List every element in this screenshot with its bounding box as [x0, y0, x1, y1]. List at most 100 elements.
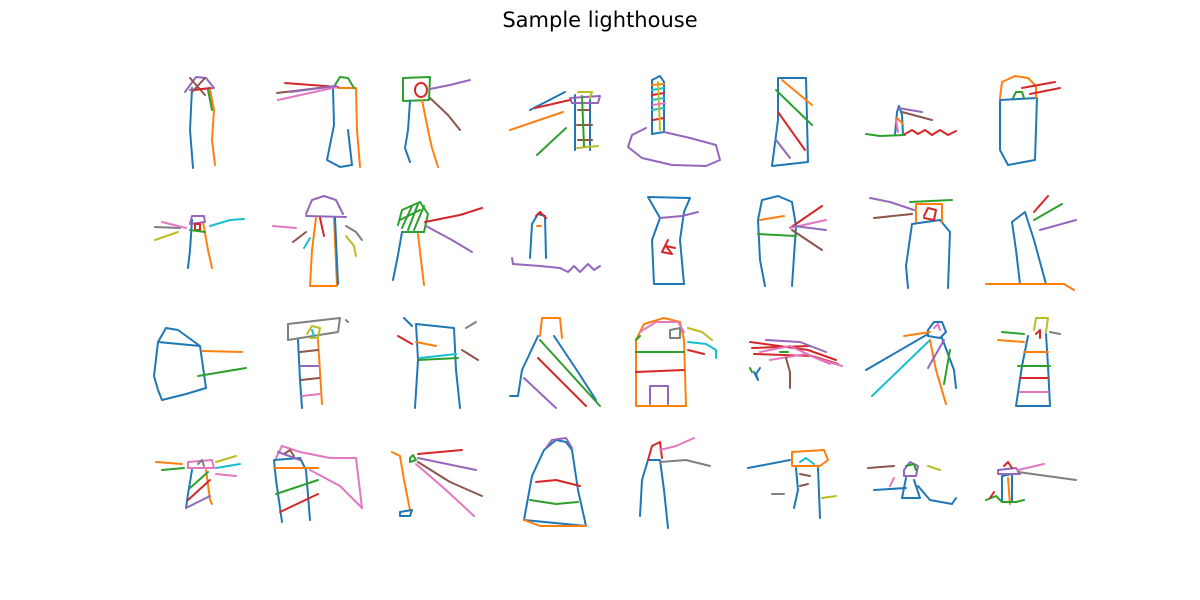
sketch-stroke [194, 87, 211, 91]
sketch-cell [153, 327, 247, 401]
sketch-stroke [194, 223, 201, 231]
sketch-stroke [895, 119, 899, 133]
sketch-stroke [997, 467, 1021, 475]
sketch-stroke [292, 231, 307, 243]
sketch-stroke [929, 339, 947, 405]
sketch-stroke [749, 367, 753, 373]
sketch-stroke [1049, 331, 1061, 335]
sketch-stroke [753, 367, 761, 381]
sketch-stroke [157, 341, 201, 347]
sketch-stroke [869, 197, 915, 211]
sketch-stroke [759, 345, 843, 367]
sketch-stroke [905, 463, 917, 471]
sketch-stroke [187, 219, 193, 269]
sketch-stroke [639, 321, 685, 333]
sketch-stroke [345, 319, 349, 323]
sketch-cell [747, 449, 837, 519]
sketch-stroke [209, 218, 245, 227]
sketch-stroke [659, 211, 699, 219]
sketch-cell [627, 75, 721, 167]
sketch-stroke [529, 213, 547, 259]
sketch-cell [391, 449, 483, 517]
sketch-stroke [417, 461, 483, 497]
sketch-stroke [659, 437, 695, 451]
sketch-stroke [639, 459, 669, 529]
sketch-stroke [417, 457, 477, 471]
sketch-stroke [197, 367, 247, 377]
sketch-stroke [799, 473, 811, 487]
sketch-cell [865, 105, 957, 137]
sketch-stroke [201, 350, 243, 353]
sketch-stroke [209, 89, 216, 166]
sketch-stroke [759, 215, 785, 221]
sketch-stroke [909, 199, 953, 203]
sketch-cell [523, 437, 587, 527]
sketch-stroke [205, 469, 213, 505]
sketch-stroke [529, 499, 579, 505]
sketch-stroke [1012, 91, 1025, 99]
sketch-stroke [1033, 317, 1049, 333]
sketch-stroke [747, 459, 791, 469]
sketch-stroke [202, 221, 213, 269]
sketch-stroke [303, 237, 311, 249]
sketch-cell [771, 77, 813, 167]
sketch-stroke [287, 317, 341, 341]
sketch-stroke [299, 349, 320, 381]
sketch-stroke [309, 217, 338, 287]
sketch-stroke [889, 477, 895, 487]
sketch-stroke [185, 495, 211, 509]
sketch-stroke [649, 385, 669, 405]
sketch-stroke [659, 459, 711, 467]
sketch-stroke [941, 337, 957, 389]
sketch-stroke [943, 349, 951, 385]
sketch-stroke [397, 335, 413, 345]
sketch-stroke [404, 100, 411, 163]
sketch-cell [184, 76, 216, 169]
sketch-stroke [1021, 81, 1061, 95]
sketch-stroke [509, 335, 539, 397]
sketch-cell [865, 321, 957, 405]
sketch-stroke [1033, 195, 1049, 213]
sketch-stroke [403, 317, 413, 327]
sketch-stroke [635, 317, 687, 407]
sketch-stroke [1015, 333, 1051, 407]
sketch-stroke [417, 449, 463, 455]
sketch-stroke [429, 79, 471, 90]
sketch-cell [985, 195, 1077, 291]
sketch-stroke [789, 205, 823, 229]
sketch-stroke [652, 102, 666, 106]
sketch-stroke [817, 467, 821, 519]
sketch-stroke [297, 339, 303, 409]
sketch-stroke [757, 233, 797, 237]
sketch-stroke [999, 97, 1038, 166]
sketch-stroke [417, 357, 459, 361]
sketch-stroke [511, 257, 601, 273]
sketch-stroke [791, 229, 823, 251]
sketch-stroke [187, 479, 211, 501]
sketch-stroke [997, 339, 1025, 343]
sketch-stroke [791, 449, 829, 467]
sketch-cell [867, 461, 957, 505]
sketch-stroke [669, 327, 681, 339]
sketch-stroke [896, 117, 904, 125]
sketch-stroke [345, 235, 357, 257]
sketch-stroke [781, 79, 813, 106]
sketch-stroke [793, 225, 827, 231]
sketch-stroke [399, 203, 425, 231]
sketch-stroke [417, 233, 425, 286]
sketch-stroke [399, 509, 413, 517]
sketch-stroke [187, 459, 215, 469]
sketch-stroke [1017, 463, 1045, 471]
sketch-stroke [535, 211, 547, 219]
sketch-stroke [509, 111, 564, 131]
sketch-stroke [1039, 219, 1077, 231]
sketch-stroke [687, 341, 717, 359]
sketch-stroke [785, 357, 791, 389]
sketch-stroke [415, 463, 475, 517]
sketch-stroke [301, 393, 321, 397]
sketch-stroke [1017, 471, 1077, 481]
sketch-stroke [765, 339, 827, 353]
sketch-stroke [777, 111, 806, 151]
sketch-stroke [687, 349, 705, 355]
